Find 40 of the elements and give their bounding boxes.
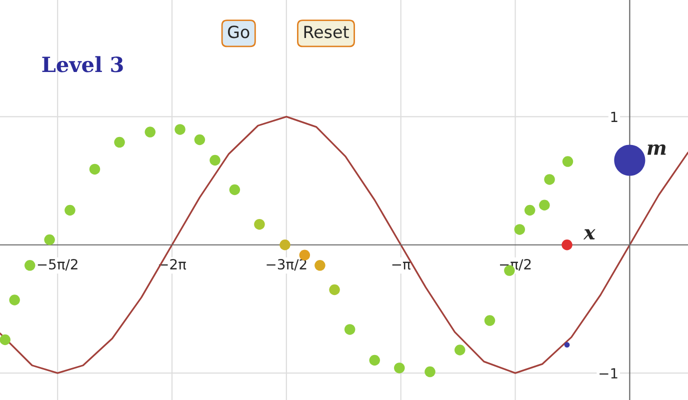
point	[424, 366, 436, 378]
point	[44, 234, 55, 246]
point	[484, 315, 496, 326]
annotation: x	[583, 229, 596, 240]
point	[24, 260, 36, 271]
point	[369, 354, 380, 366]
point	[394, 362, 405, 374]
point	[144, 126, 156, 138]
point	[329, 284, 340, 296]
annotation: Go	[228, 26, 250, 38]
x-tick-label: −5π/2	[38, 259, 78, 271]
annotation: m	[647, 144, 666, 155]
x-tick-label: −π	[392, 262, 410, 270]
point	[0, 334, 10, 346]
y-tick-label: −1	[600, 368, 618, 378]
point	[114, 136, 125, 148]
point	[194, 134, 206, 146]
point	[9, 294, 20, 306]
point	[544, 174, 555, 185]
point	[564, 342, 570, 348]
x-tick-label: −3π/2	[266, 259, 306, 271]
point	[280, 239, 290, 250]
point	[210, 154, 220, 166]
point	[514, 224, 526, 235]
annotation: Reset	[304, 26, 349, 38]
point	[524, 204, 536, 216]
point	[229, 184, 240, 196]
point	[454, 344, 466, 356]
point	[254, 218, 265, 230]
point	[314, 260, 326, 271]
point	[562, 239, 572, 250]
point	[174, 124, 186, 135]
point	[614, 144, 646, 176]
point	[89, 164, 100, 175]
point	[64, 204, 76, 216]
point	[344, 324, 356, 335]
y-tick-label: 1	[611, 112, 618, 122]
point	[539, 200, 550, 211]
annotation: Level 3	[42, 56, 123, 72]
point	[562, 156, 574, 167]
